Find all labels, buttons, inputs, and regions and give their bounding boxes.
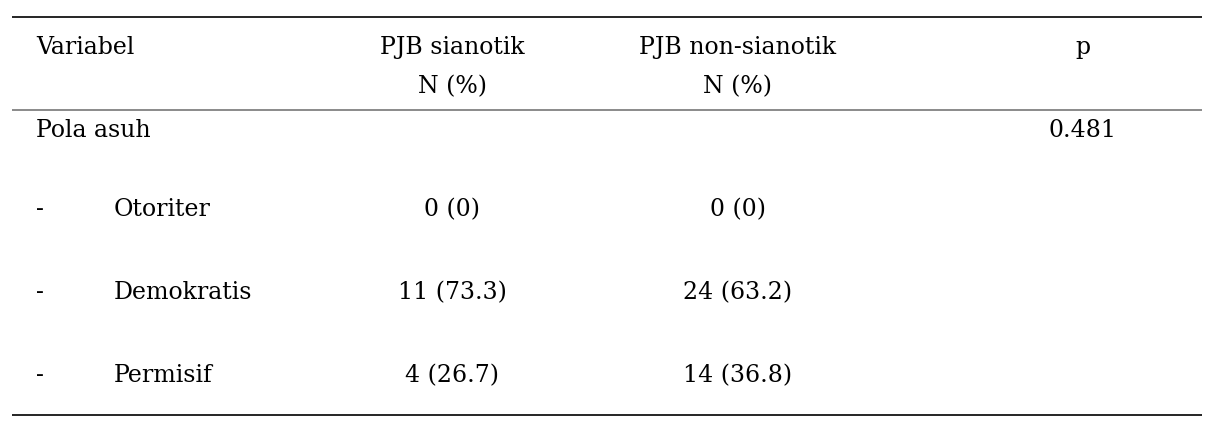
Text: PJB sianotik: PJB sianotik xyxy=(380,36,524,59)
Text: Variabel: Variabel xyxy=(36,36,135,59)
Text: 4 (26.7): 4 (26.7) xyxy=(405,364,499,387)
Text: 0.481: 0.481 xyxy=(1049,119,1117,142)
Text: PJB non-sianotik: PJB non-sianotik xyxy=(640,36,836,59)
Text: 11 (73.3): 11 (73.3) xyxy=(398,281,506,304)
Text: Demokratis: Demokratis xyxy=(113,281,251,304)
Text: Permisif: Permisif xyxy=(113,364,212,387)
Text: N (%): N (%) xyxy=(418,76,487,99)
Text: 0 (0): 0 (0) xyxy=(710,198,766,221)
Text: 24 (63.2): 24 (63.2) xyxy=(683,281,793,304)
Text: 0 (0): 0 (0) xyxy=(425,198,481,221)
Text: -: - xyxy=(36,198,44,221)
Text: N (%): N (%) xyxy=(703,76,772,99)
Text: -: - xyxy=(36,364,44,387)
Text: p: p xyxy=(1076,36,1090,59)
Text: 14 (36.8): 14 (36.8) xyxy=(683,364,793,387)
Text: Pola asuh: Pola asuh xyxy=(36,119,151,142)
Text: -: - xyxy=(36,281,44,304)
Text: Otoriter: Otoriter xyxy=(113,198,210,221)
